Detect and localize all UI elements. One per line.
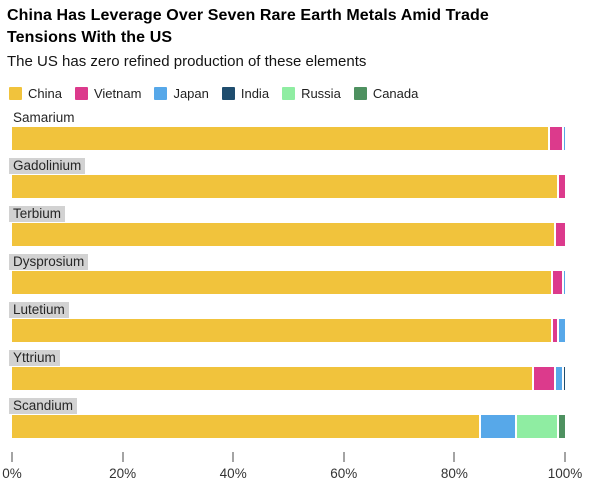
x-axis-tick-20% (122, 452, 124, 462)
category-label-yttrium: Yttrium (9, 350, 60, 366)
x-axis-tick-label-80%: 80% (440, 466, 468, 481)
x-axis-tick-80% (453, 452, 455, 462)
category-label-wrap-dysprosium: Dysprosium (9, 254, 600, 270)
bar-segment-russia (515, 415, 557, 438)
bar-segment-china (12, 175, 557, 198)
x-axis-tick-0% (11, 452, 13, 462)
india-swatch-icon (221, 87, 235, 100)
x-axis-tick-60% (343, 452, 345, 462)
stacked-bar-terbium (12, 223, 565, 246)
x-axis-tick-label-20%: 20% (109, 466, 137, 481)
legend: China Vietnam Japan India Russia Canada (9, 86, 418, 101)
chart-title: China Has Leverage Over Seven Rare Earth… (7, 5, 489, 49)
russia-swatch-icon (282, 87, 296, 100)
canada-swatch-icon (353, 87, 367, 100)
category-label-gadolinium: Gadolinium (9, 158, 86, 174)
legend-label-russia: Russia (301, 86, 341, 101)
bar-segment-vietnam (556, 175, 565, 198)
legend-label-china: China (28, 86, 62, 101)
chart-row-dysprosium: Dysprosium (0, 254, 600, 302)
x-axis-tick-40% (232, 452, 234, 462)
chart-row-samarium: Samarium (0, 110, 600, 158)
bar-segment-japan (479, 415, 516, 438)
legend-label-india: India (240, 86, 270, 101)
x-axis: 0% 20% 40% 60% 80% 100% (2, 451, 582, 491)
stacked-bar-samarium (12, 127, 565, 150)
legend-label-japan: Japan (173, 86, 209, 101)
bar-segment-japan (562, 127, 565, 150)
bar-segment-japan (556, 319, 565, 342)
x-axis-tick-label-100%: 100% (547, 466, 583, 481)
bar-segment-japan (562, 271, 565, 294)
bar-segment-vietnam (548, 127, 563, 150)
category-label-wrap-terbium: Terbium (9, 206, 600, 222)
chart-row-scandium: Scandium (0, 398, 600, 446)
bar-segment-china (12, 223, 554, 246)
x-axis-tick-label-60%: 60% (330, 466, 358, 481)
china-swatch-icon (9, 87, 22, 100)
x-axis-tick-100% (564, 452, 566, 462)
category-label-wrap-samarium: Samarium (13, 110, 600, 126)
stacked-bar-lutetium (12, 319, 565, 342)
category-label-samarium: Samarium (13, 110, 75, 125)
category-label-wrap-scandium: Scandium (9, 398, 600, 414)
bar-segment-india (562, 367, 565, 390)
x-axis-tick-label-0%: 0% (2, 466, 22, 481)
stacked-bar-scandium (12, 415, 565, 438)
chart-subtitle: The US has zero refined production of th… (7, 53, 367, 70)
legend-item-vietnam: Vietnam (74, 86, 142, 101)
bar-segment-china (12, 319, 552, 342)
category-label-wrap-gadolinium: Gadolinium (9, 158, 600, 174)
legend-item-china: China (9, 86, 62, 101)
bar-segment-vietnam (551, 271, 563, 294)
category-label-scandium: Scandium (9, 398, 78, 414)
vietnam-swatch-icon (74, 87, 88, 100)
legend-item-japan: Japan (154, 86, 209, 101)
legend-label-canada: Canada (372, 86, 419, 101)
legend-label-vietnam: Vietnam (93, 86, 142, 101)
legend-item-india: India (221, 86, 270, 101)
bar-segment-china (12, 127, 549, 150)
legend-item-canada: Canada (353, 86, 419, 101)
bar-segment-japan (553, 367, 563, 390)
chart-row-terbium: Terbium (0, 206, 600, 254)
stacked-bar-dysprosium (12, 271, 565, 294)
bar-segment-china (12, 271, 552, 294)
bar-segment-china (12, 415, 480, 438)
category-label-wrap-lutetium: Lutetium (9, 302, 600, 318)
plot-area: Samarium Gadolinium Terbium Dysprosium Lutet… (0, 110, 600, 446)
category-label-dysprosium: Dysprosium (9, 254, 89, 270)
chart-row-yttrium: Yttrium (0, 350, 600, 398)
category-label-terbium: Terbium (9, 206, 66, 222)
chart-title-line1: China Has Leverage Over Seven Rare Earth… (7, 7, 489, 24)
legend-item-russia: Russia (282, 86, 341, 101)
x-axis-tick-label-40%: 40% (219, 466, 247, 481)
bar-segment-vietnam (551, 319, 557, 342)
bar-segment-vietnam (553, 223, 565, 246)
bar-segment-vietnam (531, 367, 554, 390)
category-label-lutetium: Lutetium (9, 302, 69, 318)
stacked-bar-gadolinium (12, 175, 565, 198)
chart-title-line2: Tensions With the US (7, 29, 173, 46)
chart-row-gadolinium: Gadolinium (0, 158, 600, 206)
bar-segment-canada (556, 415, 565, 438)
stacked-bar-yttrium (12, 367, 565, 390)
category-label-wrap-yttrium: Yttrium (9, 350, 600, 366)
japan-swatch-icon (154, 87, 168, 100)
chart-row-lutetium: Lutetium (0, 302, 600, 350)
bar-segment-china (12, 367, 532, 390)
